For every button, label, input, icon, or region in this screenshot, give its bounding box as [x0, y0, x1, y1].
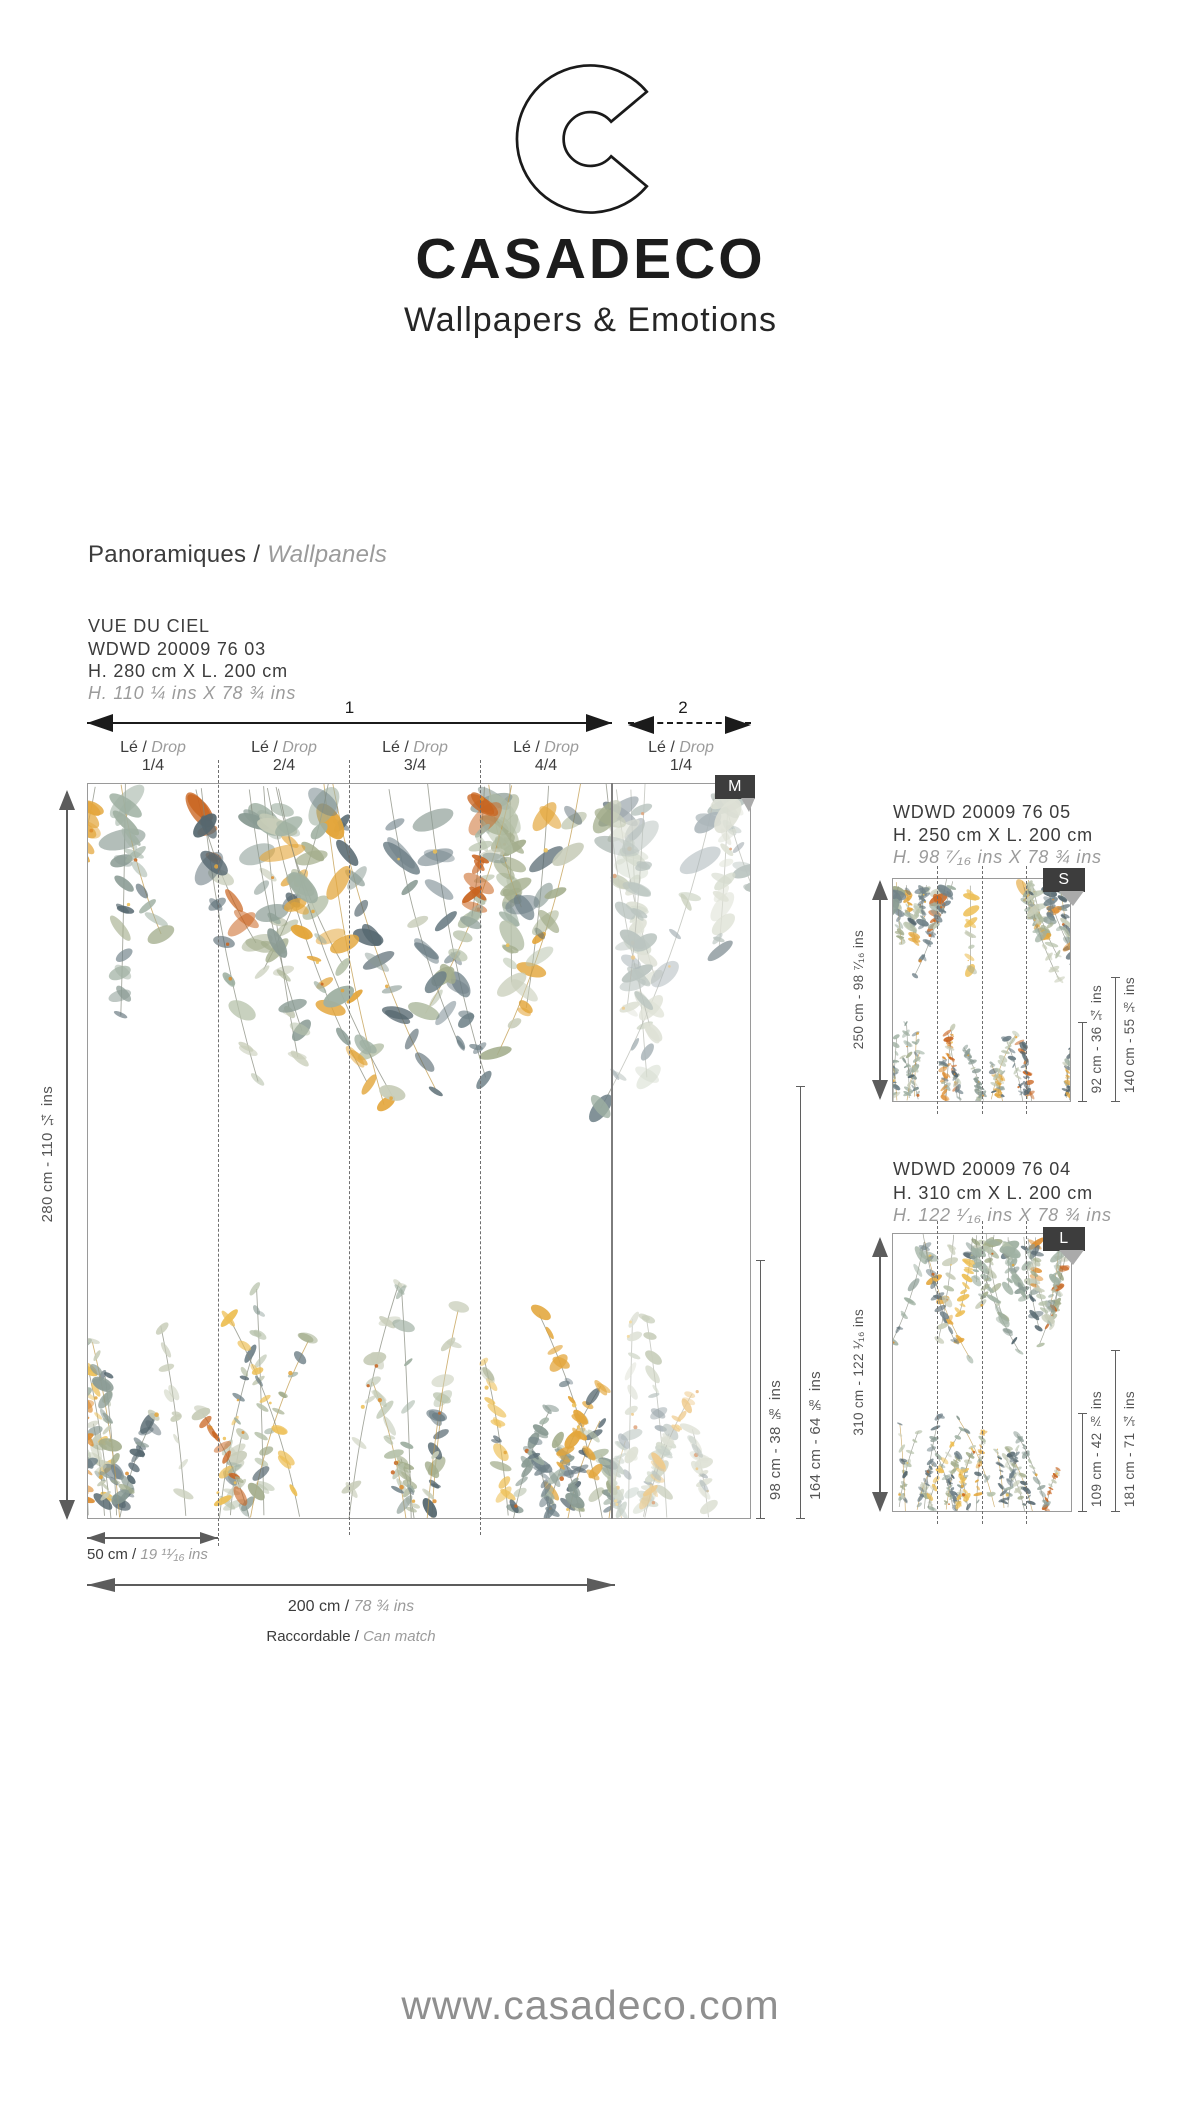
- s-dim-line-inner: [1078, 1022, 1087, 1102]
- section-title: Panoramiques / Wallpanels: [88, 541, 387, 569]
- drop-label-2: Lé / Drop 2/4: [229, 739, 339, 775]
- main-dim-label-outer: 164 cm - 64 ⅝ ins: [807, 1371, 824, 1500]
- main-product-size-ins: H. 110 ¼ ins X 78 ¾ ins: [88, 683, 297, 703]
- l-dim-line-inner: [1078, 1413, 1087, 1512]
- s-dim-label-outer: 140 cm - 55 ⅛ ins: [1122, 976, 1137, 1093]
- l-dim-label-outer: 181 cm - 71 ¼ ins: [1122, 1390, 1137, 1507]
- main-height-label: 280 cm - 110 ¼ ins: [38, 1085, 56, 1223]
- match-label: Raccordable / Can match: [266, 1628, 436, 1645]
- drop-fraction: 4/4: [534, 757, 558, 774]
- total-width-label: 200 cm / 78 ¾ ins: [287, 1598, 415, 1615]
- product-s-size-ins: H. 98 ⁷⁄₁₆ ins X 78 ¾ ins: [893, 847, 1102, 867]
- drop-fraction: 1/4: [669, 757, 693, 774]
- drop-label-4: Lé / Drop 4/4: [491, 739, 601, 775]
- main-dim-line-outer: [796, 1086, 805, 1519]
- total-width-arrow: [87, 1578, 615, 1592]
- drop-width-arrow: [87, 1532, 218, 1544]
- badge-fold-icon: [1059, 891, 1084, 906]
- brand-tagline: Wallpapers & Emotions: [403, 301, 778, 339]
- drop-divider: [1026, 866, 1027, 1114]
- drop-divider: [1026, 1221, 1027, 1524]
- website-text: www.casadeco.com: [401, 1982, 780, 2028]
- size-badge-m: M: [715, 775, 755, 799]
- main-dim-label-inner: 98 cm - 38 ⅝ ins: [767, 1379, 784, 1500]
- product-s-size-cm: H. 250 cm X L. 200 cm: [893, 825, 1093, 845]
- wallpaper-artwork-l: [893, 1234, 1071, 1511]
- drop-divider: [937, 1221, 938, 1524]
- s-height-label: 250 cm - 98 ⁷⁄₁₆ ins: [850, 930, 866, 1050]
- drop-label-5: Lé / Drop 1/4: [626, 739, 736, 775]
- drop-divider: [937, 866, 938, 1114]
- main-product-name: VUE DU CIEL: [88, 616, 210, 636]
- l-height-arrow: [872, 1237, 888, 1512]
- logo-c-icon: [515, 64, 649, 214]
- s-height-arrow: [872, 880, 888, 1100]
- drop-label-1: Lé / Drop 1/4: [98, 739, 208, 775]
- wallpaper-preview-s: [892, 878, 1071, 1102]
- product-s-reference: WDWD 20009 76 05: [893, 802, 1071, 822]
- drop-divider: [982, 1221, 983, 1524]
- panel-divider: [611, 783, 613, 1519]
- s-dim-label-inner: 92 cm - 36 ¼ ins: [1089, 984, 1104, 1093]
- drop-label-3: Lé / Drop 3/4: [360, 739, 470, 775]
- main-product-reference: WDWD 20009 76 03: [88, 639, 266, 659]
- section-title-en: Wallpanels: [267, 541, 388, 568]
- l-dim-label-inner: 109 cm - 42 ⅞ ins: [1089, 1390, 1104, 1507]
- panel-2-number: 2: [678, 698, 688, 717]
- brand-name: CASADECO: [415, 227, 766, 291]
- main-height-arrow: [59, 790, 75, 1520]
- section-title-fr: Panoramiques /: [88, 541, 261, 568]
- wallpaper-preview-main: [87, 783, 751, 1519]
- panel-2-width-arrow: [628, 716, 751, 734]
- product-l-reference: WDWD 20009 76 04: [893, 1159, 1071, 1179]
- product-l-size-cm: H. 310 cm X L. 200 cm: [893, 1183, 1093, 1203]
- panel-1-width-arrow: [87, 714, 612, 732]
- drop-divider: [982, 866, 983, 1114]
- drop-divider: [349, 760, 350, 1535]
- drop-fraction: 1/4: [141, 757, 165, 774]
- size-badge-s: S: [1043, 868, 1085, 892]
- brand-logo: [508, 54, 673, 224]
- s-dim-line-outer: [1111, 977, 1120, 1102]
- drop-divider: [218, 760, 219, 1546]
- l-height-label: 310 cm - 122 ¹⁄₁₆ ins: [850, 1309, 866, 1436]
- wallpaper-artwork-main: [88, 784, 750, 1518]
- main-product-size-cm: H. 280 cm X L. 200 cm: [88, 661, 288, 681]
- product-l-size-ins: H. 122 ¹⁄₁₆ ins X 78 ¾ ins: [893, 1205, 1112, 1225]
- drop-fraction: 3/4: [403, 757, 427, 774]
- badge-fold-icon: [741, 798, 755, 812]
- badge-fold-icon: [1059, 1250, 1084, 1265]
- drop-fraction: 2/4: [272, 757, 296, 774]
- drop-width-label: 50 cm / 19 ¹¹⁄₁₆ ins: [87, 1546, 208, 1563]
- l-dim-line-outer: [1111, 1350, 1120, 1512]
- main-dim-line-inner: [756, 1260, 765, 1519]
- wallpaper-artwork-s: [893, 879, 1070, 1101]
- drop-divider: [480, 760, 481, 1535]
- panel-1-number: 1: [344, 698, 355, 717]
- size-badge-l: L: [1043, 1227, 1085, 1251]
